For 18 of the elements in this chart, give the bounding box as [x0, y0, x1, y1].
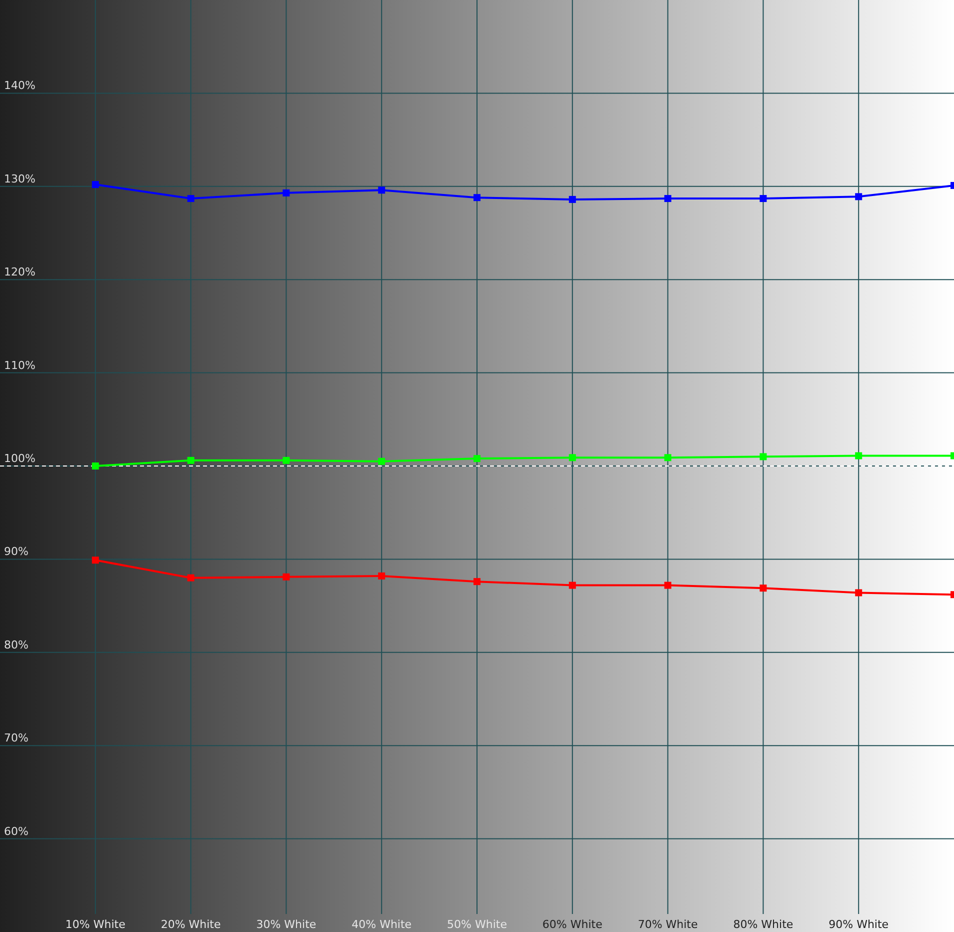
y-tick-label: 110% [4, 358, 36, 372]
y-tick-label: 60% [4, 824, 28, 838]
y-tick-label: 100% [4, 452, 36, 465]
x-tick-label: 20% White [160, 918, 221, 931]
y-tick-label: 80% [4, 638, 28, 652]
x-tick-label: 50% White [447, 918, 508, 931]
y-tick-label: 120% [4, 266, 36, 279]
y-tick-label: 90% [4, 545, 28, 558]
x-tick-label: 10% White [65, 918, 126, 931]
x-tick-label: 40% White [352, 918, 412, 931]
y-tick-label: 70% [4, 732, 28, 745]
x-tick-label: 30% White [256, 918, 316, 931]
y-tick-label: 140% [4, 79, 36, 92]
x-tick-label: 60% White [542, 918, 603, 931]
x-tick-label: 80% White [733, 918, 794, 931]
y-tick-label: 130% [4, 172, 36, 186]
x-tick-label: 90% White [828, 918, 889, 931]
x-tick-label: 70% White [638, 918, 698, 931]
